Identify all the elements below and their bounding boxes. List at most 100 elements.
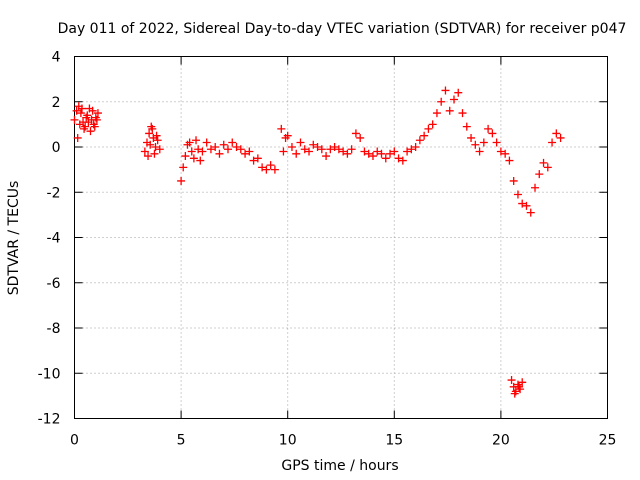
data-point xyxy=(334,145,343,154)
data-point xyxy=(92,115,101,124)
data-point xyxy=(471,140,480,149)
data-point xyxy=(390,147,399,156)
x-tick-label: 25 xyxy=(599,433,617,449)
data-point xyxy=(368,152,377,161)
data-point xyxy=(185,138,194,147)
data-point xyxy=(360,147,369,156)
data-point xyxy=(249,156,258,165)
data-point xyxy=(86,127,95,136)
data-point xyxy=(187,147,196,156)
data-point xyxy=(420,131,429,140)
data-point xyxy=(510,389,519,398)
data-point xyxy=(241,149,250,158)
data-point xyxy=(77,104,86,113)
data-point xyxy=(322,152,331,161)
data-point xyxy=(509,176,518,185)
data-point xyxy=(313,143,322,151)
data-point xyxy=(266,161,275,170)
data-point xyxy=(432,109,441,118)
data-point xyxy=(449,95,458,104)
data-point xyxy=(467,133,476,142)
data-point xyxy=(513,190,522,199)
data-point xyxy=(531,183,540,192)
data-point xyxy=(454,88,463,97)
y-axis: -12 -10 -8 -6 -4 -2 0 2 4 xyxy=(38,50,608,428)
data-point xyxy=(194,145,203,154)
data-point xyxy=(381,154,390,163)
data-point xyxy=(507,376,516,385)
data-point xyxy=(155,145,164,154)
data-point xyxy=(492,138,501,147)
data-point xyxy=(351,129,360,138)
data-point xyxy=(428,120,437,129)
data-point xyxy=(253,154,262,163)
data-point xyxy=(283,131,292,140)
data-point xyxy=(543,163,552,172)
data-point xyxy=(496,147,505,156)
data-point xyxy=(146,140,155,149)
data-point xyxy=(82,113,91,122)
data-point xyxy=(309,140,318,149)
data-point xyxy=(228,138,237,147)
x-tick-label: 5 xyxy=(177,433,186,449)
data-point xyxy=(152,131,161,140)
data-point xyxy=(501,149,510,158)
data-point xyxy=(296,138,305,147)
data-point xyxy=(462,122,471,131)
data-point xyxy=(151,143,160,151)
data-point xyxy=(145,129,154,138)
data-point xyxy=(232,143,241,151)
data-point xyxy=(88,106,97,115)
data-point xyxy=(394,154,403,163)
y-tick-label: -4 xyxy=(47,231,61,247)
y-tick-label: -10 xyxy=(38,366,61,382)
x-tick-label: 20 xyxy=(492,433,510,449)
data-point xyxy=(140,147,149,156)
data-point xyxy=(415,136,424,145)
data-point xyxy=(548,138,557,147)
data-point xyxy=(535,170,544,179)
data-point xyxy=(144,152,153,161)
data-point xyxy=(189,154,198,163)
data-point xyxy=(326,145,335,154)
data-point xyxy=(377,149,386,158)
data-point xyxy=(270,165,279,174)
y-tick-label: -2 xyxy=(47,185,61,201)
data-point xyxy=(181,152,190,161)
data-point xyxy=(90,122,99,131)
data-point xyxy=(236,145,245,154)
data-point xyxy=(206,145,215,154)
chart-title: Day 011 of 2022, Sidereal Day-to-day VTE… xyxy=(58,21,627,37)
data-point xyxy=(373,147,382,156)
data-point xyxy=(245,147,254,156)
data-point xyxy=(364,149,373,158)
data-point xyxy=(70,115,79,124)
data-point xyxy=(76,109,85,118)
data-point xyxy=(305,147,314,156)
plot-frame xyxy=(74,56,608,419)
data-point xyxy=(518,199,527,208)
data-point xyxy=(398,156,407,165)
y-axis-label: SDTVAR / TECUs xyxy=(6,181,22,296)
data-point xyxy=(202,138,211,147)
data-point xyxy=(80,124,89,133)
data-point xyxy=(539,158,548,167)
data-point xyxy=(93,109,102,118)
y-tick-label: 4 xyxy=(52,50,61,66)
data-point xyxy=(552,129,561,138)
x-tick-label: 10 xyxy=(279,433,297,449)
data-point xyxy=(479,138,488,147)
data-point xyxy=(347,145,356,154)
data-point xyxy=(505,156,514,165)
data-point xyxy=(279,147,288,156)
data-point xyxy=(484,124,493,133)
data-point xyxy=(73,133,82,142)
data-point xyxy=(84,118,93,127)
data-point xyxy=(339,147,348,156)
x-tick-label: 15 xyxy=(385,433,403,449)
y-tick-label: -6 xyxy=(47,276,61,292)
x-axis: 0 5 10 15 20 25 xyxy=(70,56,617,449)
data-point xyxy=(518,378,527,387)
data-point xyxy=(437,97,446,106)
